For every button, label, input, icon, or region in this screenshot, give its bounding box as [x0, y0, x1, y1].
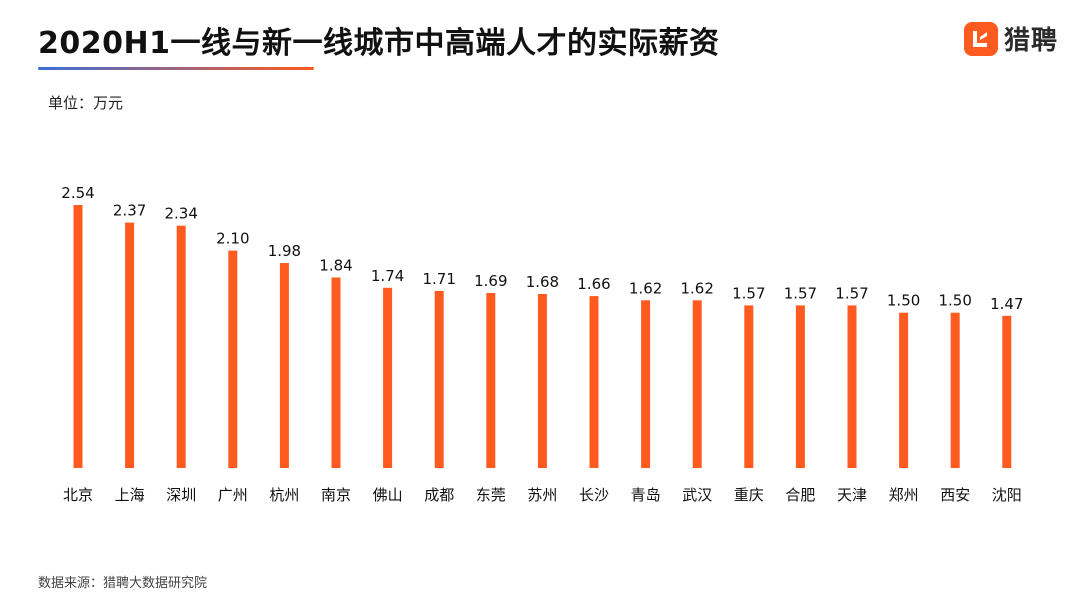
category-label: 长沙 — [579, 486, 609, 504]
category-label: 武汉 — [682, 486, 712, 504]
bar-上海 — [125, 222, 135, 468]
value-label: 2.10 — [216, 230, 249, 248]
value-label: 2.34 — [164, 205, 197, 223]
category-label: 东莞 — [476, 486, 506, 504]
value-label: 1.74 — [371, 267, 404, 285]
category-label: 南京 — [321, 486, 351, 504]
value-label: 1.66 — [577, 275, 610, 293]
value-label: 1.71 — [422, 270, 455, 288]
category-label: 杭州 — [269, 486, 299, 504]
category-label: 深圳 — [166, 486, 196, 504]
bar-郑州 — [899, 312, 909, 468]
bar-广州 — [228, 250, 238, 468]
value-label: 1.50 — [887, 292, 920, 310]
category-label: 合肥 — [785, 486, 815, 504]
unit-label: 单位：万元 — [48, 94, 124, 112]
bar-深圳 — [176, 225, 186, 468]
category-label: 西安 — [940, 486, 970, 504]
category-label: 广州 — [218, 486, 248, 504]
value-label: 2.54 — [61, 184, 94, 202]
bar-北京 — [73, 205, 83, 468]
value-label: 1.68 — [526, 273, 559, 291]
brand-name: 猎聘 — [1003, 26, 1058, 56]
bar-合肥 — [795, 305, 805, 468]
category-label: 苏州 — [527, 486, 557, 504]
value-label: 1.98 — [268, 242, 301, 260]
category-label: 青岛 — [631, 486, 661, 504]
category-label: 北京 — [63, 486, 93, 504]
bar-重庆 — [744, 305, 754, 468]
category-label: 郑州 — [889, 486, 919, 504]
title-underline — [38, 67, 314, 70]
brand: 猎聘 — [963, 20, 1058, 57]
bar-武汉 — [692, 300, 702, 468]
bar-南京 — [331, 277, 341, 468]
category-label: 佛山 — [373, 486, 403, 504]
brand-logo-icon — [963, 21, 998, 56]
bar-天津 — [847, 305, 857, 468]
value-label: 1.57 — [784, 284, 817, 302]
bar-成都 — [434, 290, 444, 468]
bar-佛山 — [383, 287, 393, 468]
value-label: 2.37 — [113, 202, 146, 220]
l-mark-icon — [972, 30, 987, 47]
source-label: 数据来源：猎聘大数据研究院 — [38, 576, 208, 591]
bar-杭州 — [279, 263, 289, 468]
category-label: 重庆 — [734, 486, 764, 504]
value-label: 1.57 — [835, 284, 868, 302]
value-label: 1.50 — [938, 292, 971, 310]
bar-长沙 — [589, 296, 599, 468]
bar-苏州 — [537, 294, 547, 468]
category-label: 成都 — [424, 486, 454, 504]
value-label: 1.84 — [319, 257, 352, 275]
value-label: 1.57 — [732, 284, 765, 302]
bar-西安 — [950, 312, 960, 468]
value-label: 1.62 — [680, 279, 713, 297]
value-label: 1.62 — [629, 279, 662, 297]
bar-东莞 — [486, 293, 496, 468]
page-title: 2020H1一线与新一线城市中高端人才的实际薪资 — [38, 26, 720, 61]
bar-沈阳 — [1002, 315, 1012, 468]
category-label: 上海 — [115, 486, 145, 504]
bar-青岛 — [641, 300, 651, 468]
category-label: 沈阳 — [992, 486, 1022, 504]
value-label: 1.47 — [990, 295, 1023, 313]
value-label: 1.69 — [474, 272, 507, 290]
category-label: 天津 — [837, 486, 867, 504]
